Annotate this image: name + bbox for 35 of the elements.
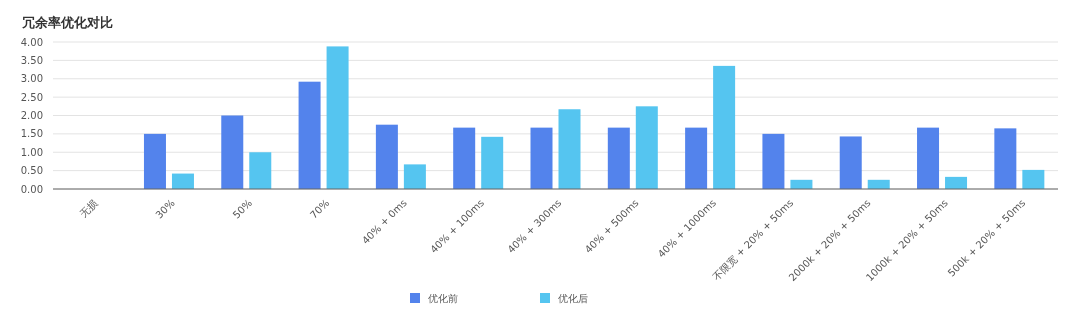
x-tick-label: 无损 bbox=[77, 197, 100, 220]
y-tick-label: 0.50 bbox=[20, 165, 43, 177]
y-tick-label: 2.50 bbox=[20, 91, 43, 103]
bar bbox=[403, 164, 426, 189]
bar bbox=[143, 133, 166, 189]
y-tick-label: 1.00 bbox=[20, 146, 43, 158]
bar bbox=[713, 65, 736, 189]
bar bbox=[558, 109, 581, 189]
legend-label: 优化前 bbox=[428, 292, 458, 304]
bar bbox=[607, 127, 630, 189]
y-tick-label: 0.00 bbox=[20, 183, 43, 195]
bar bbox=[1022, 169, 1045, 189]
bar bbox=[221, 115, 244, 189]
legend-label: 优化后 bbox=[558, 292, 588, 304]
bar bbox=[635, 106, 658, 189]
bar bbox=[530, 127, 553, 189]
bar bbox=[945, 176, 968, 189]
bar bbox=[685, 127, 708, 189]
bar bbox=[326, 46, 349, 189]
y-tick-label: 3.50 bbox=[20, 54, 43, 66]
bar bbox=[917, 127, 940, 189]
bar bbox=[453, 127, 476, 189]
y-tick-label: 1.50 bbox=[20, 128, 43, 140]
y-tick-label: 4.00 bbox=[20, 36, 43, 48]
bar bbox=[994, 128, 1017, 189]
chart-title: 冗余率优化对比 bbox=[21, 15, 113, 30]
y-tick-label: 3.00 bbox=[20, 73, 43, 85]
bar bbox=[839, 136, 862, 189]
bar bbox=[481, 136, 504, 189]
bar bbox=[249, 152, 272, 189]
bar bbox=[375, 124, 398, 189]
y-tick-label: 2.00 bbox=[20, 110, 43, 121]
bar bbox=[171, 173, 194, 189]
bar bbox=[298, 81, 321, 189]
bar bbox=[762, 133, 785, 189]
